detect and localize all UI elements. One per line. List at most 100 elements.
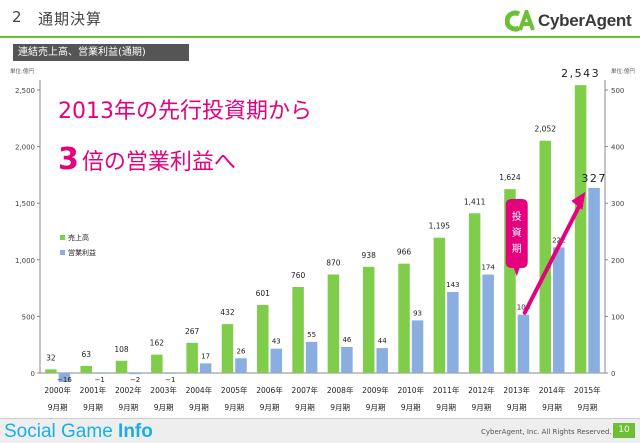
profit-bar	[553, 247, 565, 373]
x-tick-label-period: 9月期	[542, 403, 562, 412]
y-left-tick-label: 500	[22, 313, 35, 321]
sales-bar	[398, 263, 410, 373]
sales-bar	[186, 342, 198, 373]
sales-bar	[115, 360, 128, 373]
x-tick-label-period: 9月期	[189, 403, 209, 412]
profit-bar	[270, 348, 283, 373]
profit-data-label: 327	[581, 172, 607, 185]
y-right-unit-label: 単位:億円	[611, 67, 635, 75]
profit-bar	[376, 348, 388, 373]
x-tick-label-year: 2007年	[292, 385, 319, 395]
sales-data-label: 432	[220, 308, 235, 317]
page-number: 10	[613, 423, 635, 438]
profit-data-label: 55	[307, 331, 316, 339]
profit-bar	[588, 187, 600, 373]
profit-data-label: −2	[130, 376, 140, 384]
legend-swatch-sales	[60, 235, 65, 240]
sales-bar	[468, 213, 481, 373]
legend-swatch-profit	[60, 250, 65, 255]
y-left-tick-label: 0	[31, 370, 35, 378]
headline-multiplier: 3	[58, 142, 79, 177]
x-tick-label-period: 9月期	[577, 403, 597, 412]
profit-data-label: 44	[378, 337, 387, 345]
callout-char: 期	[512, 243, 522, 255]
x-tick-label-year: 2014年	[539, 385, 566, 395]
x-tick-label-period: 9月期	[330, 403, 350, 412]
x-tick-label-year: 2010年	[397, 385, 424, 395]
cyberagent-logo-mark	[505, 10, 535, 32]
bar-chart: 単位:億円 単位:億円 0 500 1,000 1,500 2,000 2,500 0 100 20…	[10, 67, 635, 412]
x-tick-label-year: 2015年	[574, 385, 601, 395]
copyright-text: CyberAgent, Inc. All Rights Reserved.	[481, 428, 612, 436]
callout-char: 資	[512, 227, 522, 239]
sales-data-label: 162	[150, 339, 165, 348]
x-tick-label-year: 2011年	[433, 385, 460, 395]
sales-data-label: 938	[362, 251, 377, 260]
y-left-tick-label: 2,500	[15, 87, 35, 95]
profit-data-label: 174	[481, 264, 495, 272]
x-tick-label-period: 9月期	[295, 403, 315, 412]
headline-line-2: 3 倍の営業利益へ	[58, 142, 236, 177]
sales-data-label: 2,543	[561, 67, 600, 80]
sales-data-label: 2,052	[535, 125, 557, 134]
chart-subtitle-bar: 連結売上高、営業利益(通期)	[13, 44, 189, 61]
x-tick-label-period: 9月期	[260, 403, 280, 412]
profit-bar	[58, 373, 71, 383]
social-game-info-brand: Social Game Info	[4, 421, 153, 443]
profit-bar	[447, 292, 459, 373]
header-rule	[0, 36, 640, 38]
y-right-tick-label: 200	[611, 257, 624, 265]
y-left-unit-label: 単位:億円	[10, 67, 34, 75]
legend-label-sales: 売上高	[68, 233, 89, 242]
x-tick-label-period: 9月期	[507, 403, 527, 412]
sales-bar	[257, 304, 269, 373]
sales-data-label: 760	[291, 271, 306, 280]
profit-bar	[93, 373, 106, 374]
growth-arrow-head	[571, 191, 586, 210]
profit-data-label: 46	[342, 336, 351, 344]
x-tick-label-year: 2013年	[503, 385, 530, 395]
profit-data-label: −1	[95, 376, 105, 384]
y-right-tick-label: 100	[611, 313, 624, 321]
sales-data-label: 32	[46, 353, 56, 362]
sales-bar	[221, 324, 234, 373]
sales-data-label: 1,195	[429, 222, 451, 231]
y-left-tick-label: 1,000	[15, 257, 35, 265]
slide-header: 2 通期決算 CyberAgent	[0, 0, 640, 40]
brand-suffix: Info	[118, 421, 153, 442]
x-tick-label-period: 9月期	[366, 403, 386, 412]
x-tick-label-period: 9月期	[48, 403, 68, 412]
profit-bar	[517, 314, 530, 373]
sales-data-label: 108	[114, 345, 129, 354]
sales-data-label: 267	[185, 327, 200, 336]
callout-char: 投	[512, 210, 522, 223]
profit-data-label: 222	[552, 236, 565, 244]
profit-data-label: 103	[517, 304, 530, 312]
y-right-tick-label: 0	[611, 370, 615, 378]
sales-bar	[80, 365, 92, 373]
sales-bar	[539, 140, 552, 373]
x-tick-label-year: 2001年	[80, 385, 107, 395]
logo-text: CyberAgent	[538, 11, 632, 30]
x-tick-label-year: 2004年	[186, 385, 213, 395]
profit-bar	[305, 341, 318, 373]
sales-data-label: 63	[81, 350, 91, 359]
sales-bar	[433, 237, 446, 373]
x-tick-label-period: 9月期	[472, 403, 492, 412]
profit-data-label: −16	[57, 376, 72, 384]
x-tick-label-year: 2003年	[150, 385, 177, 395]
sales-data-label: 1,411	[464, 197, 486, 206]
sales-data-label: 601	[256, 289, 271, 298]
headline-line-1: 2013年の先行投資期から	[58, 99, 312, 124]
x-tick-label-year: 2000年	[44, 385, 71, 395]
x-tick-label-year: 2005年	[221, 385, 248, 395]
profit-bar	[341, 346, 353, 373]
x-tick-label-period: 9月期	[224, 403, 244, 412]
section-title: 通期決算	[38, 10, 103, 28]
brand-prefix: Social Game	[4, 421, 119, 442]
profit-bar	[164, 373, 177, 374]
profit-bar	[199, 363, 212, 373]
y-right-tick-label: 300	[611, 200, 624, 208]
profit-data-label: 43	[272, 338, 281, 346]
x-tick-label-period: 9月期	[154, 403, 174, 412]
